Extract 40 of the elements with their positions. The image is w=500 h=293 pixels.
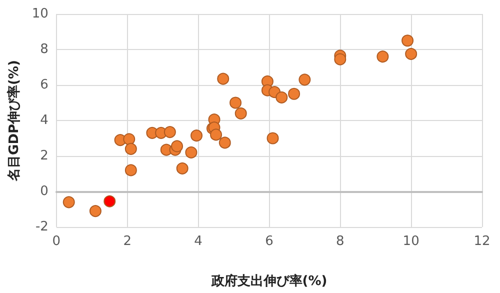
y-tick-label: 8: [40, 42, 48, 57]
point: [402, 34, 414, 47]
point: [104, 195, 116, 208]
x-tick-label: 4: [194, 234, 202, 249]
y-tick-label: 4: [40, 113, 48, 128]
point: [230, 96, 242, 109]
point: [176, 162, 188, 174]
x-tick-label: 6: [265, 234, 274, 249]
point: [171, 140, 184, 152]
y-axis-title: 名目GDP伸び率(%): [6, 60, 22, 182]
point: [276, 91, 288, 104]
point: [218, 136, 231, 149]
point: [288, 88, 300, 100]
point: [405, 48, 418, 60]
y-tick-label: 6: [40, 78, 48, 92]
point: [298, 74, 311, 86]
point: [234, 107, 247, 120]
point: [62, 196, 75, 208]
x-tick-label: 0: [52, 234, 61, 249]
x-tick-label: 8: [336, 234, 344, 249]
point: [89, 205, 102, 218]
point: [185, 146, 198, 158]
point: [124, 164, 137, 176]
y-tick-label: 10: [32, 6, 48, 22]
point: [190, 130, 203, 142]
point: [217, 72, 230, 85]
x-tick-label: 10: [402, 234, 420, 249]
x-tick-label: 2: [123, 234, 132, 249]
point: [123, 133, 136, 146]
point: [164, 126, 176, 138]
x-axis-title: 政府支出伸び率(%): [210, 273, 328, 289]
point: [266, 132, 279, 144]
point: [124, 142, 137, 155]
point: [210, 128, 222, 141]
y-tick-label: 2: [40, 148, 48, 164]
point: [334, 53, 346, 66]
point: [376, 50, 389, 63]
y-tick-label: 0: [40, 184, 48, 199]
y-tick-label: -2: [35, 220, 48, 234]
x-tick-label: 12: [474, 234, 490, 249]
